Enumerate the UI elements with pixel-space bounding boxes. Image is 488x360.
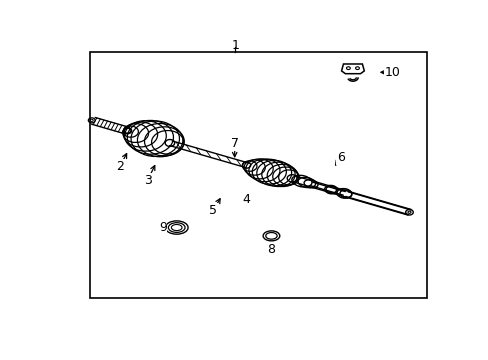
Text: 4: 4: [242, 193, 249, 206]
Text: 10: 10: [384, 66, 400, 79]
Text: 7: 7: [230, 137, 238, 150]
Text: 6: 6: [336, 151, 344, 164]
Text: 9: 9: [159, 221, 166, 234]
Text: 3: 3: [143, 174, 151, 187]
Bar: [89, 51, 426, 298]
Text: 5: 5: [209, 203, 217, 217]
Text: 2: 2: [116, 160, 123, 173]
Text: 1: 1: [231, 39, 239, 52]
Text: 8: 8: [267, 243, 275, 256]
